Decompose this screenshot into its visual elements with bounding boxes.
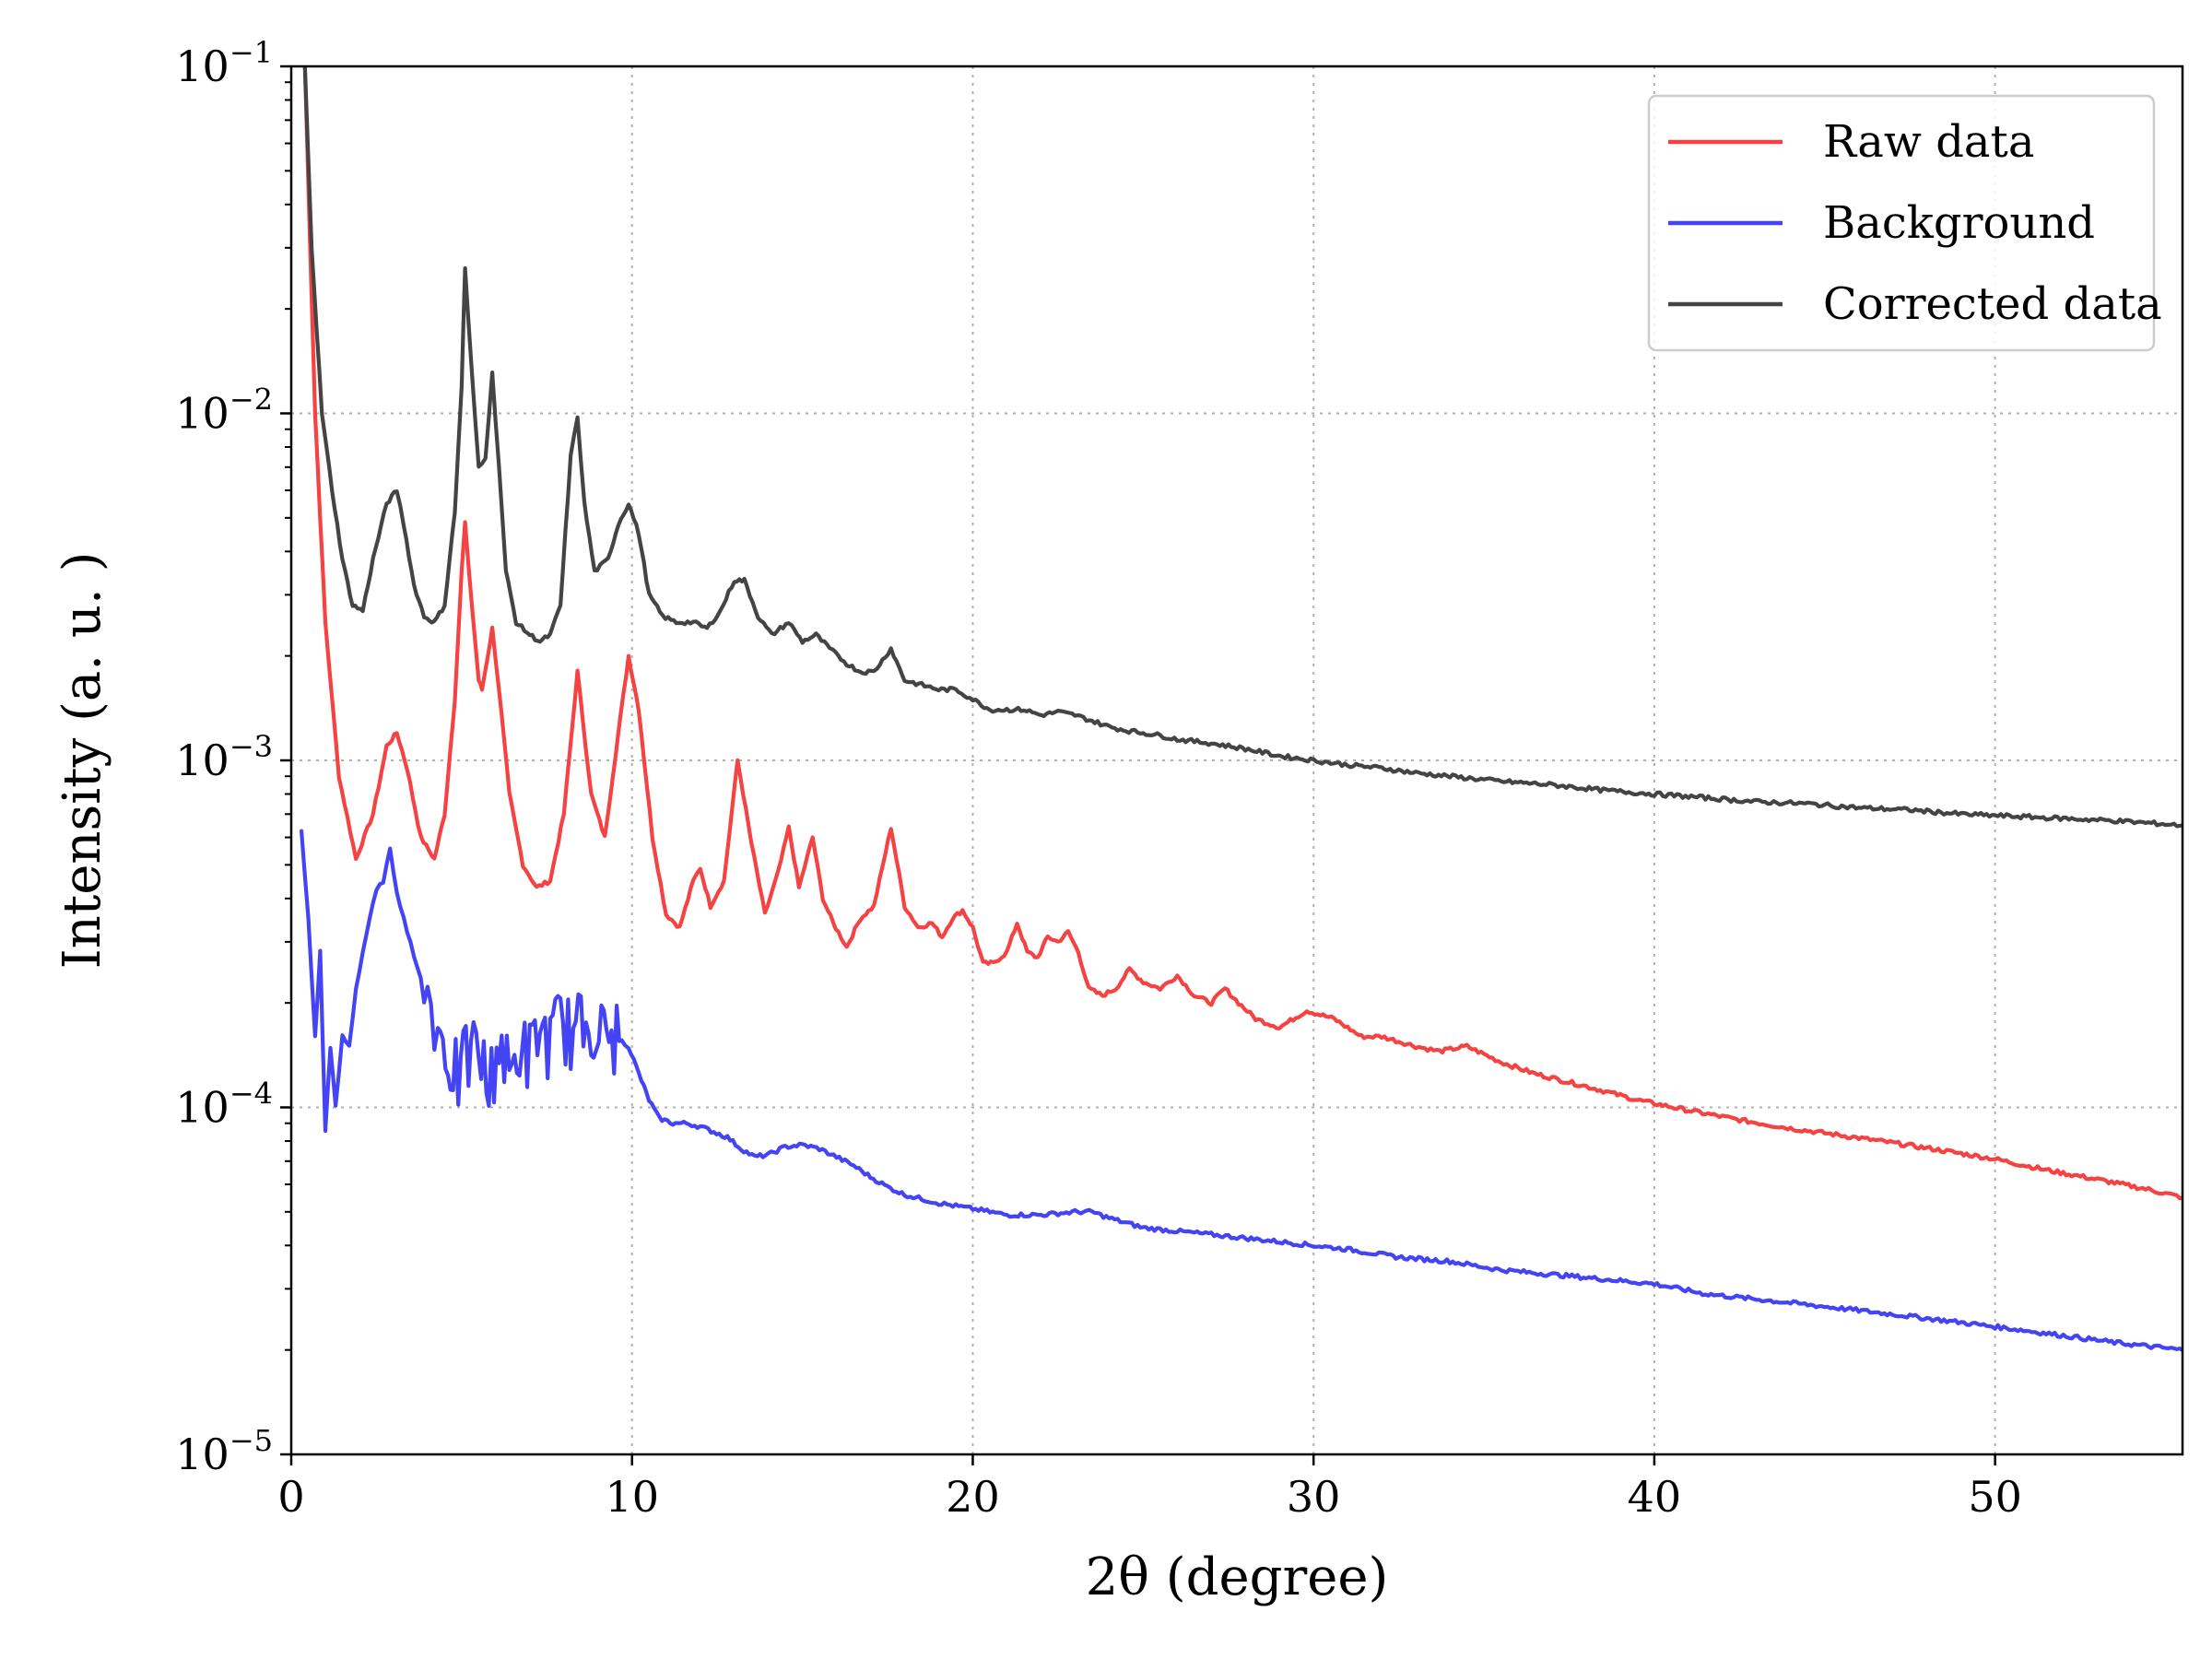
x-tick-label: 20 bbox=[946, 1472, 1000, 1522]
series-line-background bbox=[300, 829, 2183, 1352]
legend-label-corrected-data: Corrected data bbox=[1823, 278, 2162, 330]
x-tick-label: 40 bbox=[1628, 1472, 1682, 1522]
y-tick-label: 10−1 bbox=[175, 35, 273, 91]
grid bbox=[291, 66, 2183, 1454]
series-line-corrected-data bbox=[302, 66, 2183, 829]
legend-box bbox=[1647, 94, 2156, 352]
x-tick-label: 10 bbox=[605, 1472, 659, 1522]
x-tick-label: 0 bbox=[277, 1472, 304, 1522]
x-tick-label: 50 bbox=[1968, 1472, 2022, 1522]
series-layer bbox=[300, 66, 2183, 1352]
ticks bbox=[280, 65, 1996, 1465]
y-tick-label: 10−3 bbox=[175, 729, 273, 785]
legend-label-background: Background bbox=[1823, 197, 2095, 249]
y-axis-title: Intensity (a. u. ) bbox=[53, 552, 112, 970]
tick-labels: 0 10 20 30 40 50 10−5 10−4 10−3 10−2 10−1 bbox=[175, 35, 2022, 1522]
legend-label-raw-data: Raw data bbox=[1823, 116, 2034, 168]
y-tick-label: 10−4 bbox=[175, 1077, 273, 1133]
x-tick-label: 30 bbox=[1287, 1472, 1341, 1522]
series-line-raw-data bbox=[302, 66, 2183, 1201]
y-tick-label: 10−5 bbox=[175, 1423, 273, 1479]
x-axis-title: 2θ (degree) bbox=[1086, 1547, 1389, 1607]
legend: Raw data Background Corrected data bbox=[1647, 94, 2162, 352]
y-tick-label: 10−2 bbox=[175, 382, 273, 439]
